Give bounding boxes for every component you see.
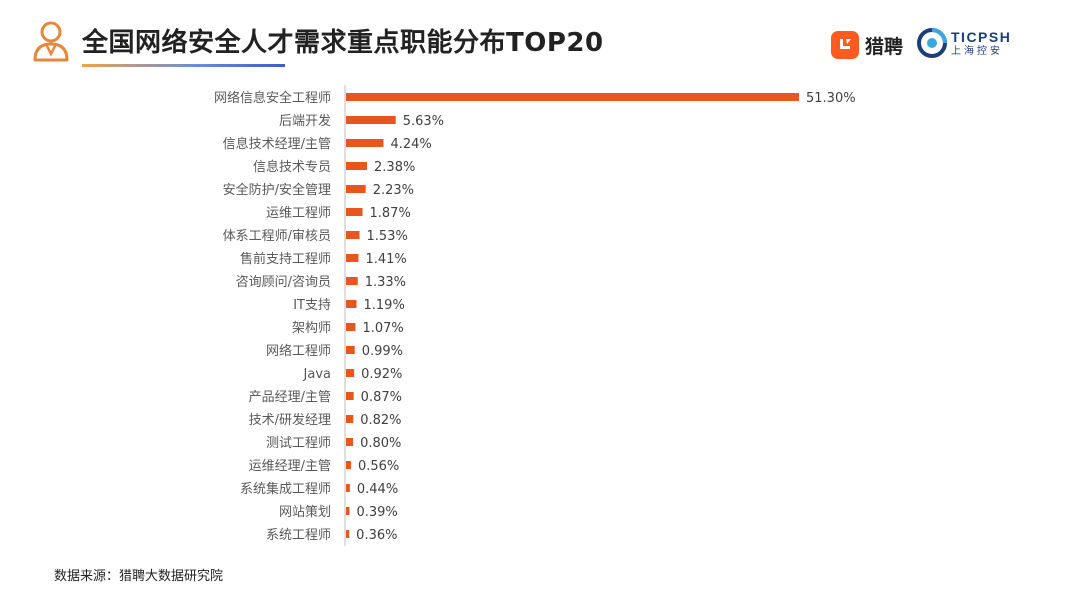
bar — [346, 461, 351, 469]
category-label: 后端开发 — [279, 113, 331, 129]
bar — [346, 346, 355, 354]
value-label: 5.63% — [403, 114, 444, 129]
value-label: 0.39% — [356, 505, 397, 520]
bar — [346, 507, 350, 515]
value-label: 1.07% — [362, 321, 403, 336]
category-label: 网络工程师 — [266, 343, 331, 359]
category-label: 系统工程师 — [266, 528, 331, 543]
bar — [346, 484, 350, 492]
category-label: 测试工程师 — [266, 436, 331, 451]
category-label: 咨询顾问/咨询员 — [236, 275, 331, 290]
ticpsh-logo: TICPSH 上海控安 — [917, 28, 1011, 58]
value-label: 0.99% — [362, 344, 403, 359]
bar — [346, 392, 354, 400]
bar — [346, 231, 360, 239]
value-label: 0.44% — [357, 482, 398, 497]
bar — [346, 415, 354, 423]
category-label: 技术/研发经理 — [249, 412, 331, 428]
ticpsh-logo-subtitle: 上海控安 — [951, 45, 1003, 57]
value-label: 0.82% — [360, 413, 401, 428]
bar — [346, 300, 357, 308]
ticpsh-logo-icon — [917, 28, 947, 58]
ticpsh-logo-name: TICPSH — [951, 28, 1012, 45]
value-label: 1.41% — [365, 252, 406, 267]
category-label: 售前支持工程师 — [240, 251, 331, 267]
bar — [346, 116, 396, 124]
value-label: 0.36% — [356, 528, 397, 543]
value-label: 0.56% — [358, 459, 399, 474]
liepin-logo: 猎聘 — [831, 31, 903, 59]
title-underline — [82, 64, 285, 67]
value-label: 1.19% — [364, 298, 405, 313]
category-label: IT支持 — [293, 298, 331, 313]
bar — [346, 139, 384, 147]
category-label: 运维经理/主管 — [249, 459, 331, 474]
category-label: 安全防护/安全管理 — [223, 182, 331, 198]
category-label: 产品经理/主管 — [249, 390, 331, 405]
page-title: 全国网络安全人才需求重点职能分布TOP20 — [82, 28, 604, 58]
bar — [346, 323, 356, 331]
bar — [346, 438, 354, 446]
bar — [346, 277, 358, 285]
category-label: 架构师 — [292, 321, 331, 336]
value-label: 4.24% — [390, 137, 431, 152]
category-label: 网络信息安全工程师 — [214, 90, 331, 106]
value-label: 51.30% — [806, 91, 856, 106]
category-label: 系统集成工程师 — [240, 481, 331, 497]
value-label: 0.87% — [361, 390, 402, 405]
category-label: 网站策划 — [279, 504, 331, 520]
value-label: 1.87% — [370, 206, 411, 221]
liepin-logo-text: 猎聘 — [865, 35, 904, 58]
liepin-logo-icon — [831, 31, 859, 59]
category-label: 信息技术专员 — [253, 159, 331, 175]
bar — [346, 254, 359, 262]
value-label: 2.23% — [373, 183, 414, 198]
person-icon — [33, 21, 69, 62]
bar — [346, 93, 799, 101]
bar — [346, 369, 355, 377]
category-label: 信息技术经理/主管 — [223, 136, 331, 152]
bar — [346, 208, 363, 216]
category-label: 体系工程师/审核员 — [223, 229, 331, 244]
category-label: 运维工程师 — [266, 206, 331, 221]
bar — [346, 185, 366, 193]
value-label: 2.38% — [374, 160, 415, 175]
value-label: 1.53% — [367, 229, 408, 244]
bar — [346, 162, 368, 170]
value-label: 1.33% — [365, 275, 406, 290]
category-label: Java — [303, 367, 331, 382]
value-label: 0.92% — [361, 367, 402, 382]
value-label: 0.80% — [360, 436, 401, 451]
data-source-note: 数据来源：猎聘大数据研究院 — [54, 569, 224, 584]
bar — [346, 530, 350, 538]
